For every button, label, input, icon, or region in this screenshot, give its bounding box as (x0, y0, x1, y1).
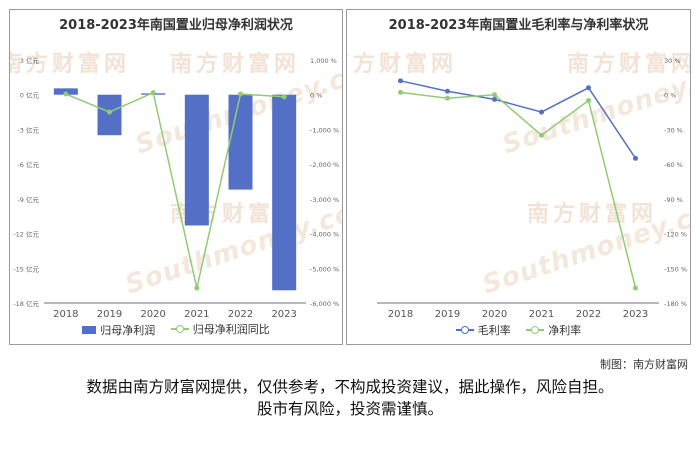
legend-label: 归母净利润同比 (192, 323, 270, 336)
y2-tick-label: 0 % (310, 92, 322, 100)
data-point (445, 88, 450, 94)
data-point (445, 95, 450, 101)
legend-item-net-margin[interactable]: 净利率 (526, 322, 581, 338)
y-tick-label: 30 % (664, 57, 681, 65)
bar (272, 94, 297, 291)
data-point (633, 155, 638, 161)
data-point (281, 94, 287, 100)
chart-panel-net-profit: 南方财富网 南方财富网 南方财富网 Southmoney.com Southmo… (9, 9, 343, 345)
y-tick-label: -12 亿元 (13, 230, 39, 239)
legend-label: 净利率 (548, 324, 582, 337)
x-tick-label: 2019 (435, 309, 460, 320)
data-point (586, 98, 591, 103)
y2-tick-label: 1,000 % (310, 57, 337, 65)
net-profit-chart: 3 亿元 0 亿元 -3 亿元 -6 亿元 -9 亿元 -12 亿元 -15 亿元 -18 亿… (13, 56, 339, 320)
legend-item-gross-margin[interactable]: 毛利率 (455, 322, 511, 338)
y2-tick-label: -3,000 % (310, 196, 339, 204)
y-tick-label: 3 亿元 (20, 56, 40, 65)
data-point (398, 78, 403, 84)
data-point (107, 109, 112, 115)
chart-title: 2018-2023年南国置业归母净利润状况 (59, 18, 293, 33)
disclaimer: 数据由南方财富网提供，仅供参考，不构成投资建议，据此操作，风险自担。 股市有风险… (0, 376, 700, 420)
x-tick-label: 2022 (576, 309, 601, 320)
data-point (398, 89, 403, 95)
chart-legend: 毛利率 净利率 (347, 322, 690, 338)
disclaimer-line: 数据由南方财富网提供，仅供参考，不构成投资建议，据此操作，风险自担。 (86, 378, 614, 396)
y2-tick-label: -4,000 % (310, 231, 339, 239)
disclaimer-line: 股市有风险，投资需谨慎。 (256, 400, 443, 418)
x-tick-label: 2019 (97, 309, 122, 320)
data-point (150, 90, 156, 96)
margin-chart: 30 % 0 % -30 % -60 % -90 % -120 % -150 % -180 %… (377, 57, 687, 320)
legend-item-line[interactable]: 归母净利润同比 (170, 321, 270, 337)
data-point (63, 91, 69, 97)
data-point (586, 85, 591, 91)
chart-legend: 归母净利润 归母净利润同比 (10, 321, 342, 338)
legend-swatch-bar (82, 326, 97, 334)
y-tick-label: -15 亿元 (13, 264, 39, 273)
x-tick-label: 2018 (53, 309, 78, 320)
data-point (238, 91, 243, 97)
chart-credit: 制图：南方财富网 (600, 358, 688, 371)
y-tick-label: -9 亿元 (17, 195, 39, 204)
x-tick-label: 2023 (271, 309, 296, 320)
y2-tick-label: -1,000 % (310, 126, 339, 134)
legend-swatch-line (526, 325, 545, 335)
series-line (400, 91, 637, 289)
y-tick-label: -3 亿元 (17, 125, 39, 134)
y2-tick-label: -2,000 % (310, 161, 339, 169)
y-tick-label: -6 亿元 (17, 160, 39, 169)
legend-swatch-line (170, 324, 189, 334)
x-tick-label: 2021 (184, 309, 209, 320)
x-tick-label: 2020 (140, 309, 165, 320)
bar (97, 94, 122, 136)
y-tick-label: -150 % (664, 265, 687, 273)
y-tick-label: -120 % (664, 231, 687, 239)
y-tick-label: -30 % (664, 126, 683, 134)
y-tick-label: 0 % (664, 92, 676, 100)
bar (184, 94, 209, 226)
x-tick-label: 2021 (529, 309, 554, 320)
series-line (400, 80, 637, 159)
series-line (65, 91, 285, 289)
legend-label: 毛利率 (477, 324, 511, 337)
data-point (539, 132, 544, 138)
x-tick-label: 2023 (623, 309, 648, 320)
bar (228, 94, 253, 190)
y-tick-label: -60 % (664, 161, 683, 169)
data-point (492, 92, 497, 98)
y-tick-label: -90 % (664, 196, 683, 204)
x-tick-label: 2022 (228, 309, 253, 320)
data-point (492, 96, 497, 102)
y2-tick-label: -5,000 % (310, 265, 339, 273)
chart-panel-margin: 南方财富网 南方财富网 南方财富网 Southmoney.com Southmo… (346, 9, 691, 345)
x-tick-label: 2018 (388, 309, 413, 320)
legend-swatch-line (455, 325, 474, 335)
x-tick-label: 2020 (482, 309, 507, 320)
data-point (633, 285, 638, 291)
legend-label: 归母净利润 (100, 324, 156, 337)
y2-tick-label: -6,000 % (310, 300, 339, 308)
y-tick-label: -180 % (664, 300, 687, 308)
y-tick-label: 0 亿元 (20, 91, 40, 100)
data-point (194, 285, 200, 291)
y-tick-label: -18 亿元 (13, 299, 39, 308)
legend-item-bar[interactable]: 归母净利润 (82, 322, 155, 338)
chart-title: 2018-2023年南国置业毛利率与净利率状况 (388, 18, 649, 33)
data-point (539, 109, 544, 115)
